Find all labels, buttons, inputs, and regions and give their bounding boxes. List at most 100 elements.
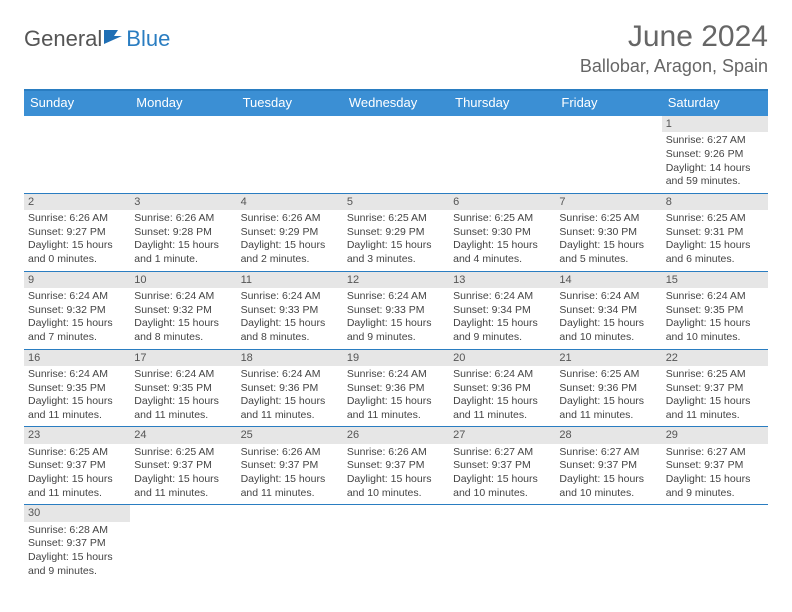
sunrise-text: Sunrise: 6:24 AM <box>134 368 232 382</box>
sunrise-text: Sunrise: 6:25 AM <box>666 368 764 382</box>
day-cell: 10Sunrise: 6:24 AMSunset: 9:32 PMDayligh… <box>130 272 236 349</box>
date-number: 5 <box>343 194 449 210</box>
day-cell: 8Sunrise: 6:25 AMSunset: 9:31 PMDaylight… <box>662 194 768 271</box>
date-number: 27 <box>449 427 555 443</box>
day-cell: 17Sunrise: 6:24 AMSunset: 9:35 PMDayligh… <box>130 350 236 427</box>
day-cell: 15Sunrise: 6:24 AMSunset: 9:35 PMDayligh… <box>662 272 768 349</box>
week-row: 9Sunrise: 6:24 AMSunset: 9:32 PMDaylight… <box>24 272 768 350</box>
daylight-text: Daylight: 15 hours and 3 minutes. <box>347 239 445 266</box>
daylight-text: Daylight: 15 hours and 10 minutes. <box>453 473 551 500</box>
daylight-text: Daylight: 15 hours and 11 minutes. <box>241 473 339 500</box>
date-number: 4 <box>237 194 343 210</box>
week-row: 23Sunrise: 6:25 AMSunset: 9:37 PMDayligh… <box>24 427 768 505</box>
day-cell: 19Sunrise: 6:24 AMSunset: 9:36 PMDayligh… <box>343 350 449 427</box>
calendar-page: General Blue June 2024 Ballobar, Aragon,… <box>0 0 792 602</box>
weekday-header: Friday <box>555 91 661 116</box>
date-number: 16 <box>24 350 130 366</box>
sunrise-text: Sunrise: 6:25 AM <box>453 212 551 226</box>
day-cell: 1Sunrise: 6:27 AMSunset: 9:26 PMDaylight… <box>662 116 768 193</box>
sunrise-text: Sunrise: 6:24 AM <box>559 290 657 304</box>
daylight-text: Daylight: 15 hours and 11 minutes. <box>666 395 764 422</box>
date-number: 13 <box>449 272 555 288</box>
day-cell: 27Sunrise: 6:27 AMSunset: 9:37 PMDayligh… <box>449 427 555 504</box>
daylight-text: Daylight: 15 hours and 11 minutes. <box>453 395 551 422</box>
empty-cell <box>555 505 661 582</box>
day-cell: 21Sunrise: 6:25 AMSunset: 9:36 PMDayligh… <box>555 350 661 427</box>
date-number: 14 <box>555 272 661 288</box>
sunset-text: Sunset: 9:33 PM <box>241 304 339 318</box>
sunrise-text: Sunrise: 6:27 AM <box>559 446 657 460</box>
daylight-text: Daylight: 15 hours and 1 minute. <box>134 239 232 266</box>
empty-cell <box>449 505 555 582</box>
flag-icon <box>104 26 124 52</box>
sunset-text: Sunset: 9:37 PM <box>666 459 764 473</box>
daylight-text: Daylight: 15 hours and 0 minutes. <box>28 239 126 266</box>
brand-text-1: General <box>24 26 102 52</box>
daylight-text: Daylight: 15 hours and 10 minutes. <box>559 317 657 344</box>
empty-cell <box>449 116 555 193</box>
week-row: 1Sunrise: 6:27 AMSunset: 9:26 PMDaylight… <box>24 116 768 194</box>
sunrise-text: Sunrise: 6:24 AM <box>347 368 445 382</box>
date-number: 19 <box>343 350 449 366</box>
day-cell: 16Sunrise: 6:24 AMSunset: 9:35 PMDayligh… <box>24 350 130 427</box>
date-number: 20 <box>449 350 555 366</box>
daylight-text: Daylight: 15 hours and 10 minutes. <box>559 473 657 500</box>
day-cell: 29Sunrise: 6:27 AMSunset: 9:37 PMDayligh… <box>662 427 768 504</box>
sunset-text: Sunset: 9:36 PM <box>453 382 551 396</box>
day-cell: 9Sunrise: 6:24 AMSunset: 9:32 PMDaylight… <box>24 272 130 349</box>
date-number: 2 <box>24 194 130 210</box>
date-number: 10 <box>130 272 236 288</box>
daylight-text: Daylight: 15 hours and 11 minutes. <box>134 395 232 422</box>
weekday-header: Saturday <box>662 91 768 116</box>
day-cell: 22 Sunrise: 6:25 AMSunset: 9:37 PMDayligh… <box>662 350 768 427</box>
sunrise-text: Sunrise: 6:27 AM <box>453 446 551 460</box>
date-number: 1 <box>662 116 768 132</box>
sunrise-text: Sunrise: 6:27 AM <box>666 134 764 148</box>
sunset-text: Sunset: 9:26 PM <box>666 148 764 162</box>
sunset-text: Sunset: 9:28 PM <box>134 226 232 240</box>
daylight-text: Daylight: 15 hours and 10 minutes. <box>347 473 445 500</box>
sunrise-text: Sunrise: 6:24 AM <box>241 368 339 382</box>
sunset-text: Sunset: 9:37 PM <box>134 459 232 473</box>
daylight-text: Daylight: 15 hours and 9 minutes. <box>666 473 764 500</box>
weeks-container: 1Sunrise: 6:27 AMSunset: 9:26 PMDaylight… <box>24 116 768 582</box>
sunset-text: Sunset: 9:31 PM <box>666 226 764 240</box>
week-row: 30Sunrise: 6:28 AMSunset: 9:37 PMDayligh… <box>24 505 768 582</box>
sunrise-text: Sunrise: 6:27 AM <box>666 446 764 460</box>
date-number: 15 <box>662 272 768 288</box>
date-number: 3 <box>130 194 236 210</box>
sunrise-text: Sunrise: 6:25 AM <box>347 212 445 226</box>
day-cell: 13Sunrise: 6:24 AMSunset: 9:34 PMDayligh… <box>449 272 555 349</box>
sunset-text: Sunset: 9:37 PM <box>666 382 764 396</box>
date-number: 8 <box>662 194 768 210</box>
date-number: 6 <box>449 194 555 210</box>
daylight-text: Daylight: 15 hours and 9 minutes. <box>453 317 551 344</box>
sunrise-text: Sunrise: 6:24 AM <box>28 368 126 382</box>
day-cell: 14Sunrise: 6:24 AMSunset: 9:34 PMDayligh… <box>555 272 661 349</box>
daylight-text: Daylight: 15 hours and 6 minutes. <box>666 239 764 266</box>
date-number: 22 <box>662 350 768 366</box>
day-cell: 3Sunrise: 6:26 AMSunset: 9:28 PMDaylight… <box>130 194 236 271</box>
date-number: 21 <box>555 350 661 366</box>
daylight-text: Daylight: 15 hours and 10 minutes. <box>666 317 764 344</box>
day-cell: 4Sunrise: 6:26 AMSunset: 9:29 PMDaylight… <box>237 194 343 271</box>
daylight-text: Daylight: 15 hours and 8 minutes. <box>134 317 232 344</box>
daylight-text: Daylight: 15 hours and 11 minutes. <box>28 395 126 422</box>
sunrise-text: Sunrise: 6:26 AM <box>241 446 339 460</box>
daylight-text: Daylight: 15 hours and 2 minutes. <box>241 239 339 266</box>
sunrise-text: Sunrise: 6:24 AM <box>347 290 445 304</box>
sunset-text: Sunset: 9:37 PM <box>241 459 339 473</box>
week-row: 2Sunrise: 6:26 AMSunset: 9:27 PMDaylight… <box>24 194 768 272</box>
day-cell: 26Sunrise: 6:26 AMSunset: 9:37 PMDayligh… <box>343 427 449 504</box>
empty-cell <box>343 505 449 582</box>
day-cell: 11Sunrise: 6:24 AMSunset: 9:33 PMDayligh… <box>237 272 343 349</box>
date-number: 11 <box>237 272 343 288</box>
sunset-text: Sunset: 9:32 PM <box>134 304 232 318</box>
date-number: 12 <box>343 272 449 288</box>
location-text: Ballobar, Aragon, Spain <box>580 56 768 77</box>
daylight-text: Daylight: 15 hours and 11 minutes. <box>559 395 657 422</box>
empty-cell <box>555 116 661 193</box>
sunset-text: Sunset: 9:30 PM <box>453 226 551 240</box>
daylight-text: Daylight: 15 hours and 9 minutes. <box>28 551 126 578</box>
day-cell: 6Sunrise: 6:25 AMSunset: 9:30 PMDaylight… <box>449 194 555 271</box>
